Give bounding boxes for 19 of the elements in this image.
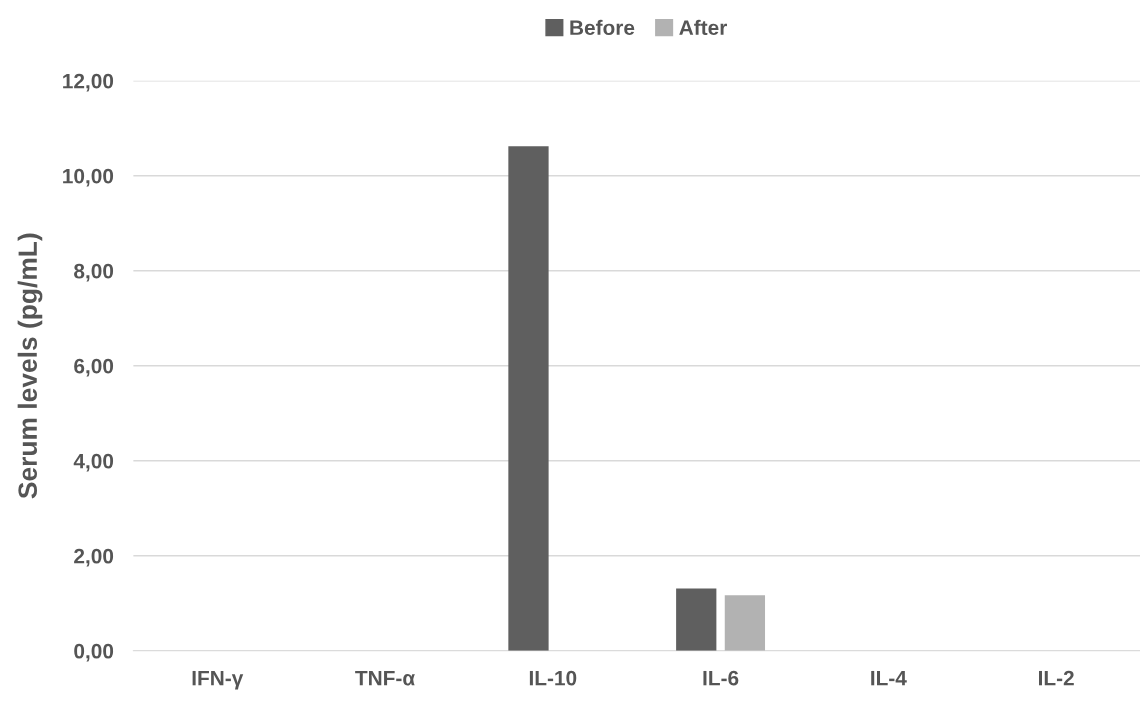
- x-tick-label: TNF-α: [355, 670, 415, 686]
- y-axis-title: Serum levels (pg/mL): [17, 233, 43, 499]
- x-tick-label: IL-2: [1038, 670, 1074, 686]
- bar: [676, 588, 717, 651]
- y-tick-label: 2,00: [74, 548, 114, 567]
- x-tick-label: IFN-γ: [192, 670, 244, 690]
- x-tick-label: IL-6: [703, 670, 739, 686]
- y-tick-label: 12,00: [63, 73, 114, 92]
- y-tick-label: 10,00: [63, 168, 114, 187]
- legend-label: Before: [570, 19, 635, 36]
- bar: [724, 595, 766, 651]
- y-tick-label: 4,00: [73, 453, 114, 472]
- x-tick-label: IL-4: [871, 670, 907, 686]
- bar: [508, 146, 549, 651]
- legend-label: After: [679, 19, 728, 36]
- x-tick-label: IL-10: [529, 670, 577, 686]
- y-tick-label: 8,00: [74, 263, 114, 282]
- y-tick-label: 6,00: [74, 358, 114, 377]
- y-tick-label: 0,00: [74, 643, 114, 662]
